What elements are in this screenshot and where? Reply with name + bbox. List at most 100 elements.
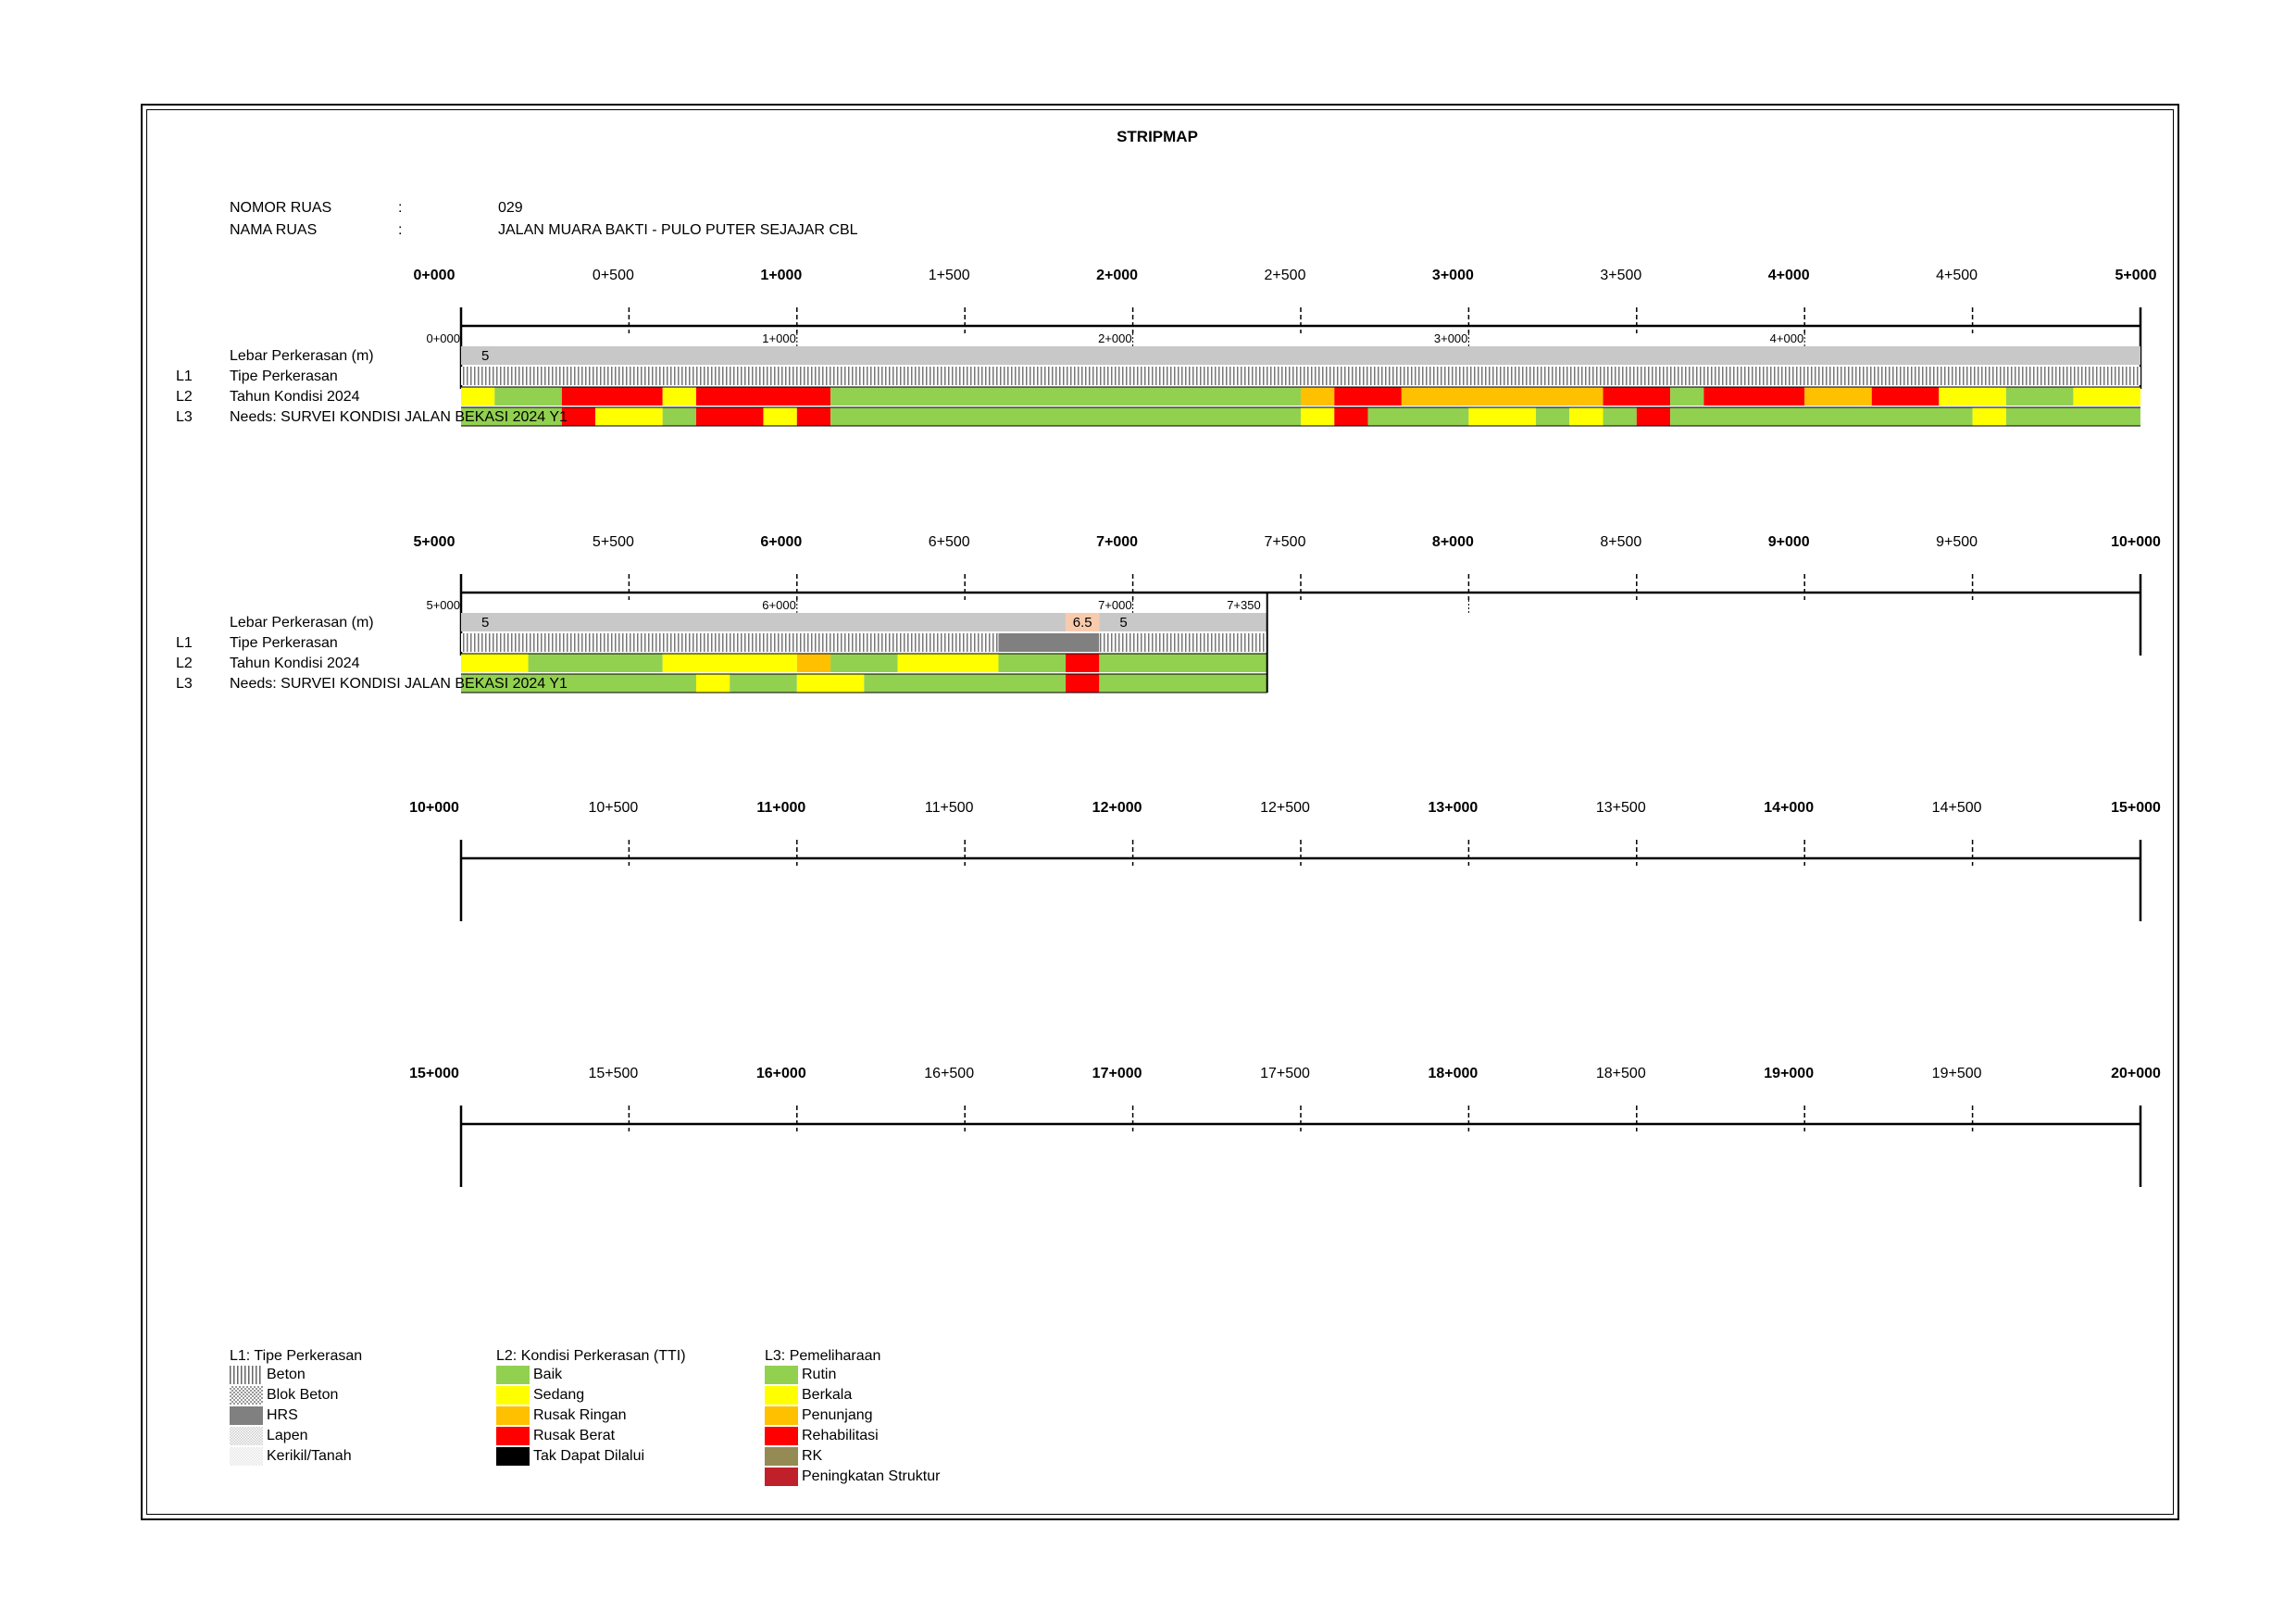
legend-swatch [765, 1366, 798, 1384]
l2-segment [461, 654, 529, 672]
l2-segment [461, 387, 495, 406]
width-segment [1066, 613, 1100, 631]
l2-segment [830, 387, 1301, 406]
km-label: 7+500 [1265, 534, 1306, 550]
legend-swatch [230, 1366, 263, 1384]
l3-segment [763, 407, 797, 426]
section-label: 1+000 [762, 331, 796, 345]
width-value: 5 [1119, 615, 1127, 631]
km-label: 4+500 [1936, 268, 1978, 283]
legend-swatch [230, 1406, 263, 1425]
row-code-l3: L3 [176, 409, 193, 425]
l2-segment [1670, 387, 1704, 406]
km-label: 19+500 [1932, 1066, 1982, 1081]
legend-label: Berkala [802, 1387, 853, 1403]
legend-label: Baik [533, 1367, 563, 1382]
l3-segment [695, 674, 730, 693]
l3-segment [2005, 407, 2140, 426]
l3-segment [1334, 407, 1368, 426]
legend-swatch [496, 1427, 530, 1445]
l2-segment [1703, 387, 1805, 406]
l3-segment [730, 674, 797, 693]
l3-segment [1367, 407, 1469, 426]
km-label: 10+500 [588, 800, 638, 816]
width-value: 5 [481, 615, 489, 631]
km-label: 9+000 [1768, 534, 1810, 550]
km-label: 9+500 [1936, 534, 1978, 550]
l2-segment [494, 387, 562, 406]
l3-segment [561, 407, 596, 426]
section-label: 7+350 [1227, 598, 1261, 612]
l3-segment [796, 674, 865, 693]
legend-swatch [765, 1406, 798, 1425]
km-label: 3+000 [1432, 268, 1474, 283]
section-label: 5+000 [426, 598, 460, 612]
page-frame-inner [146, 109, 2174, 1515]
l2-segment [796, 654, 831, 672]
width-value: 5 [481, 348, 489, 364]
legend-l1: L1: Tipe Perkerasan Beton Blok Beton HRS La… [230, 1348, 362, 1467]
section-label: 2+000 [1098, 331, 1132, 345]
l3-segment [662, 407, 696, 426]
legend-l1-title: L1: Tipe Perkerasan [230, 1348, 363, 1364]
l2-segment [561, 387, 663, 406]
width-segment [461, 346, 2140, 365]
strip-0: 0+000 0+500 1+000 1+500 2+000 2+500 3+000 3+500… [176, 268, 2157, 427]
km-label: 5+500 [593, 534, 634, 550]
km-label: 6+500 [929, 534, 970, 550]
legend-item: Penunjang [765, 1405, 940, 1426]
l2-segment [662, 654, 797, 672]
l3-segment [1972, 407, 2006, 426]
legend-item: Berkala [765, 1385, 940, 1405]
legend-item: Sedang [496, 1385, 686, 1405]
legend-swatch [230, 1386, 263, 1405]
legend-label: Rehabilitasi [802, 1428, 879, 1443]
legend-swatch [496, 1386, 530, 1405]
l3-segment [595, 407, 663, 426]
l2-segment [662, 387, 696, 406]
km-label: 5+000 [414, 534, 455, 550]
km-label: 3+500 [1600, 268, 1641, 283]
km-label: 11+000 [756, 800, 805, 816]
l3-segment [695, 407, 764, 426]
legend-label: Lapen [267, 1428, 308, 1443]
legend-item: Rusak Ringan [496, 1405, 686, 1426]
width-value: 6.5 [1073, 615, 1092, 631]
l2-segment [1401, 387, 1603, 406]
km-label: 2+000 [1096, 268, 1138, 283]
km-label: 6+000 [760, 534, 802, 550]
l2-segment [528, 654, 663, 672]
row-label-lebar: Lebar Perkerasan (m) [230, 615, 374, 631]
km-label: 14+500 [1932, 800, 1982, 816]
nama-ruas-sep: : [398, 222, 403, 238]
km-label: 16+000 [756, 1066, 806, 1081]
row-code-l1: L1 [176, 635, 193, 651]
km-label: 19+000 [1764, 1066, 1814, 1081]
l2-segment [2073, 387, 2140, 406]
legend-l2: L2: Kondisi Perkerasan (TTI) Baik Sedang R… [496, 1348, 686, 1467]
legend-swatch [765, 1427, 798, 1445]
nomor-ruas-value: 029 [498, 200, 523, 216]
l3-segment [1603, 407, 1637, 426]
legend-label: Sedang [533, 1387, 585, 1403]
km-label: 17+500 [1260, 1066, 1310, 1081]
legend-label: HRS [267, 1407, 298, 1423]
l3-segment [796, 407, 831, 426]
l2-segment [1804, 387, 1872, 406]
km-label: 15+000 [2111, 800, 2161, 816]
legend-swatch [765, 1447, 798, 1466]
row-label-l2: Tahun Kondisi 2024 [230, 389, 360, 405]
l2-segment [2005, 387, 2074, 406]
km-label: 12+500 [1260, 800, 1310, 816]
l2-segment [1939, 387, 2006, 406]
legend-label: Rusak Ringan [533, 1407, 627, 1423]
km-label: 15+000 [409, 1066, 459, 1081]
nomor-ruas-sep: : [398, 200, 403, 216]
km-label: 10+000 [2111, 534, 2161, 550]
l2-segment [1603, 387, 1671, 406]
legend-item: Lapen [230, 1426, 362, 1446]
legend-item: Blok Beton [230, 1385, 362, 1405]
row-label-l1: Tipe Perkerasan [230, 635, 338, 651]
legend-swatch [496, 1366, 530, 1384]
l2-segment [998, 654, 1067, 672]
